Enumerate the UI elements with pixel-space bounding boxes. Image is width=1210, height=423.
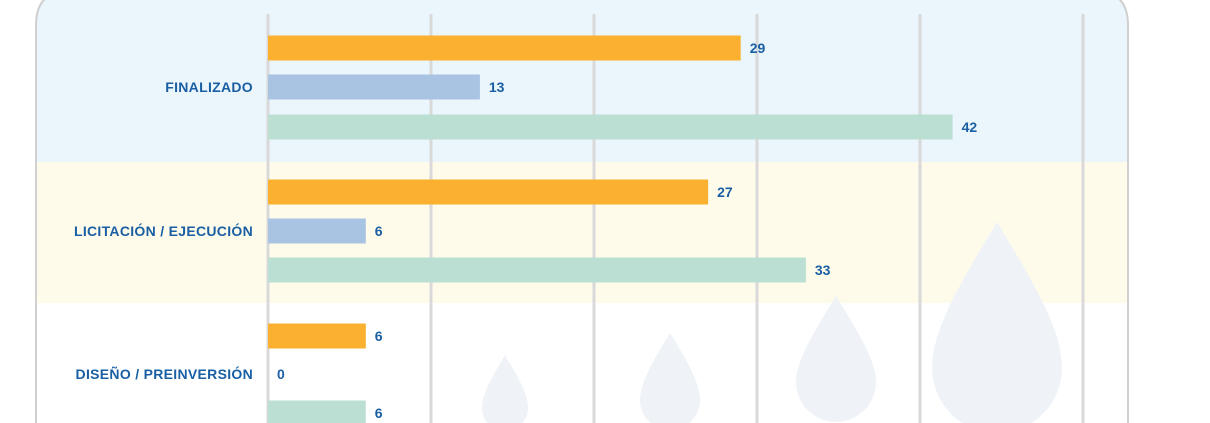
watermark-drops: [482, 222, 1062, 423]
bars: [268, 35, 953, 423]
frame-border: [35, 0, 1129, 423]
bar: [268, 323, 366, 349]
data-label: 13: [489, 79, 505, 95]
bar: [268, 218, 366, 244]
data-label: 27: [717, 184, 733, 200]
bar: [268, 114, 953, 140]
bar: [268, 74, 480, 100]
data-label: 6: [375, 328, 383, 344]
data-label: 6: [375, 405, 383, 421]
labels: FINALIZADO 29 13 42 LICITACIÓN / EJECUCIÓN 27…: [74, 40, 977, 421]
data-label: 29: [750, 40, 766, 56]
category-label: DISEÑO / PREINVERSIÓN: [76, 365, 253, 382]
drop-icon: [640, 333, 700, 423]
data-label: 0: [277, 366, 285, 382]
data-label: 33: [815, 262, 831, 278]
bar: [268, 400, 366, 423]
bar: [268, 179, 709, 205]
data-label: 6: [375, 223, 383, 239]
bar: [268, 257, 806, 283]
drop-icon: [796, 296, 876, 422]
drop-icon: [932, 222, 1062, 423]
bar: [268, 35, 741, 61]
category-label: FINALIZADO: [165, 79, 253, 95]
category-label: LICITACIÓN / EJECUCIÓN: [74, 222, 253, 239]
data-label: 42: [962, 119, 978, 135]
drop-icon: [482, 355, 528, 423]
